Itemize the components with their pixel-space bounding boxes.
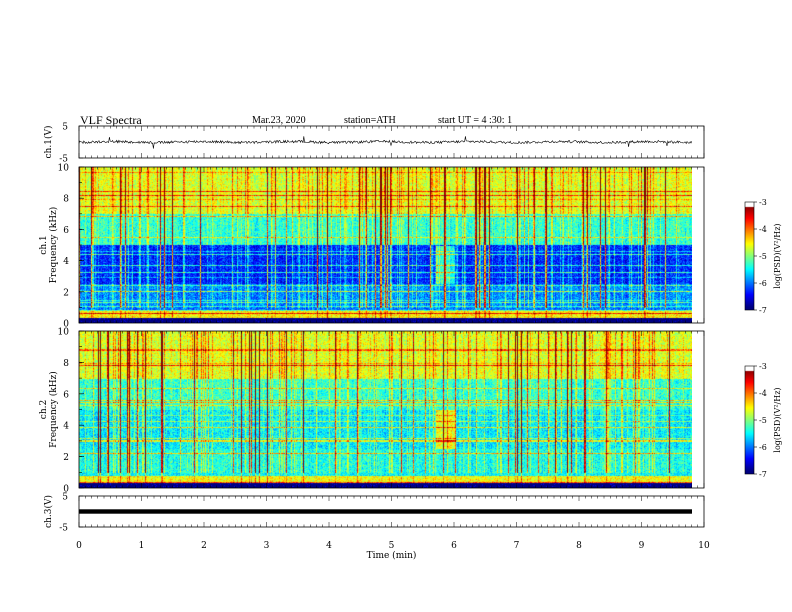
colorbar-ch2 (745, 366, 754, 474)
station-label: station=ATH (344, 115, 396, 126)
x-tick-label: 8 (576, 541, 582, 551)
x-axis-label: Time (min) (367, 550, 417, 561)
x-tick-label: 7 (514, 541, 520, 551)
ylabel-top-ch2: ch.2 (39, 400, 49, 419)
spectrogram-ch2 (79, 331, 692, 488)
spectrogram-images (79, 167, 754, 488)
ylabel-ch3: ch.3(V) (43, 495, 54, 528)
y-tick-label: 6 (63, 226, 69, 236)
x-tick-label: 6 (451, 541, 457, 551)
colorbar-tick-label: -5 (759, 252, 767, 261)
colorbar-tick-label: -6 (759, 443, 767, 452)
waveform-ch1-line (78, 136, 693, 149)
y-tick-label: 5 (62, 493, 68, 503)
x-tick-label: 9 (639, 541, 645, 551)
x-tick-label: 2 (201, 541, 207, 551)
ylabel-top-ch1: ch.1 (39, 235, 49, 254)
colorbar-tick-label: -7 (759, 470, 767, 479)
x-tick-label: 0 (76, 541, 82, 551)
x-tick-label: 10 (698, 541, 710, 551)
colorbar-tick-label: -3 (759, 362, 767, 371)
y-tick-label: 2 (63, 288, 69, 298)
y-tick-label: 10 (58, 164, 70, 174)
colorbar-ch1 (745, 202, 754, 310)
colorbar-label-ch1: log(PSD)(V²/Hz) (773, 223, 782, 288)
x-tick-label: 3 (264, 541, 270, 551)
x-tick-label: 5 (389, 541, 395, 551)
waveform-lines (78, 136, 693, 514)
spectrogram-ch1 (79, 167, 692, 323)
y-tick-label: 10 (58, 328, 70, 338)
start-time-label: start UT = 4 :30: 1 (438, 115, 513, 126)
ylabel-ch1: ch.1(V) (43, 126, 54, 159)
y-tick-label: 8 (63, 195, 69, 205)
ylabel-ch2: Frequency (kHz) (48, 371, 59, 448)
x-tick-label: 4 (326, 541, 332, 551)
y-tick-label: 8 (63, 359, 69, 369)
date-label: Mar.23, 2020 (252, 115, 306, 126)
y-tick-label: 0 (63, 320, 69, 330)
chart-title: VLF Spectra (80, 113, 142, 127)
axis-labels: -3 -4 -5 -6 -7 log(PSD)(V²/Hz) -3 -4 -5 -6 -7 log(P… (39, 123, 782, 562)
colorbar-tick-label: -5 (759, 416, 767, 425)
y-tick-label: 4 (63, 422, 69, 432)
colorbar-tick-label: -6 (759, 279, 767, 288)
waveform-ch3-line (79, 509, 692, 514)
colorbar-tick-label: -7 (759, 306, 767, 315)
x-tick-label: 1 (139, 541, 145, 551)
colorbar-tick-label: -4 (759, 389, 767, 398)
y-tick-label: -5 (59, 524, 68, 534)
colorbar-tick-label: -3 (759, 198, 767, 207)
y-tick-label: 5 (62, 123, 68, 133)
y-tick-label: 4 (63, 257, 69, 267)
colorbar-tick-label: -4 (759, 225, 767, 234)
colorbar-label-ch2: log(PSD)(V²/Hz) (773, 387, 782, 452)
y-tick-label: 2 (63, 453, 69, 463)
y-tick-label: -5 (59, 155, 68, 165)
y-tick-label: 0 (63, 485, 69, 495)
ylabel-ch1: Frequency (kHz) (48, 207, 59, 284)
axis-ticks (78, 125, 757, 528)
y-tick-label: 6 (63, 390, 69, 400)
